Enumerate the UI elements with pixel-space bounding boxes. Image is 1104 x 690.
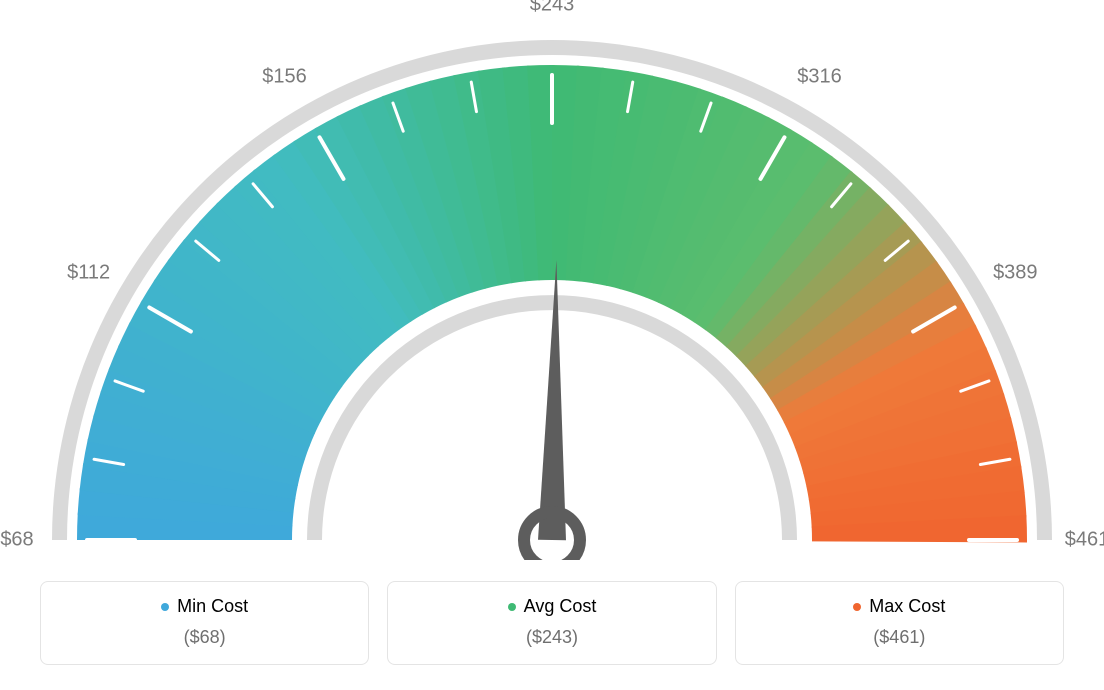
legend-value-min: ($68) xyxy=(51,627,358,648)
gauge-tick-label: $243 xyxy=(530,0,575,17)
legend-card-max: Max Cost ($461) xyxy=(735,581,1064,665)
gauge-tick-label: $68 xyxy=(0,529,33,552)
gauge-chart: $68 $112 $156 $243 $316 $389 $461 xyxy=(0,0,1104,560)
legend-value-avg: ($243) xyxy=(398,627,705,648)
legend-label-min: Min Cost xyxy=(177,596,248,617)
legend-label-max: Max Cost xyxy=(869,596,945,617)
gauge-tick-label: $156 xyxy=(262,65,307,88)
gauge-tick-label: $112 xyxy=(67,261,110,284)
legend-dot-max xyxy=(853,603,861,611)
gauge-tick-label: $316 xyxy=(797,65,842,88)
legend-title-avg: Avg Cost xyxy=(508,596,597,617)
legend-value-max: ($461) xyxy=(746,627,1053,648)
legend-title-max: Max Cost xyxy=(853,596,945,617)
legend-row: Min Cost ($68) Avg Cost ($243) Max Cost … xyxy=(40,581,1064,665)
gauge-svg xyxy=(0,0,1104,560)
legend-dot-min xyxy=(161,603,169,611)
gauge-tick-label: $389 xyxy=(993,261,1038,284)
legend-card-avg: Avg Cost ($243) xyxy=(387,581,716,665)
legend-card-min: Min Cost ($68) xyxy=(40,581,369,665)
legend-title-min: Min Cost xyxy=(161,596,248,617)
legend-dot-avg xyxy=(508,603,516,611)
gauge-tick-label: $461 xyxy=(1065,529,1104,552)
legend-label-avg: Avg Cost xyxy=(524,596,597,617)
